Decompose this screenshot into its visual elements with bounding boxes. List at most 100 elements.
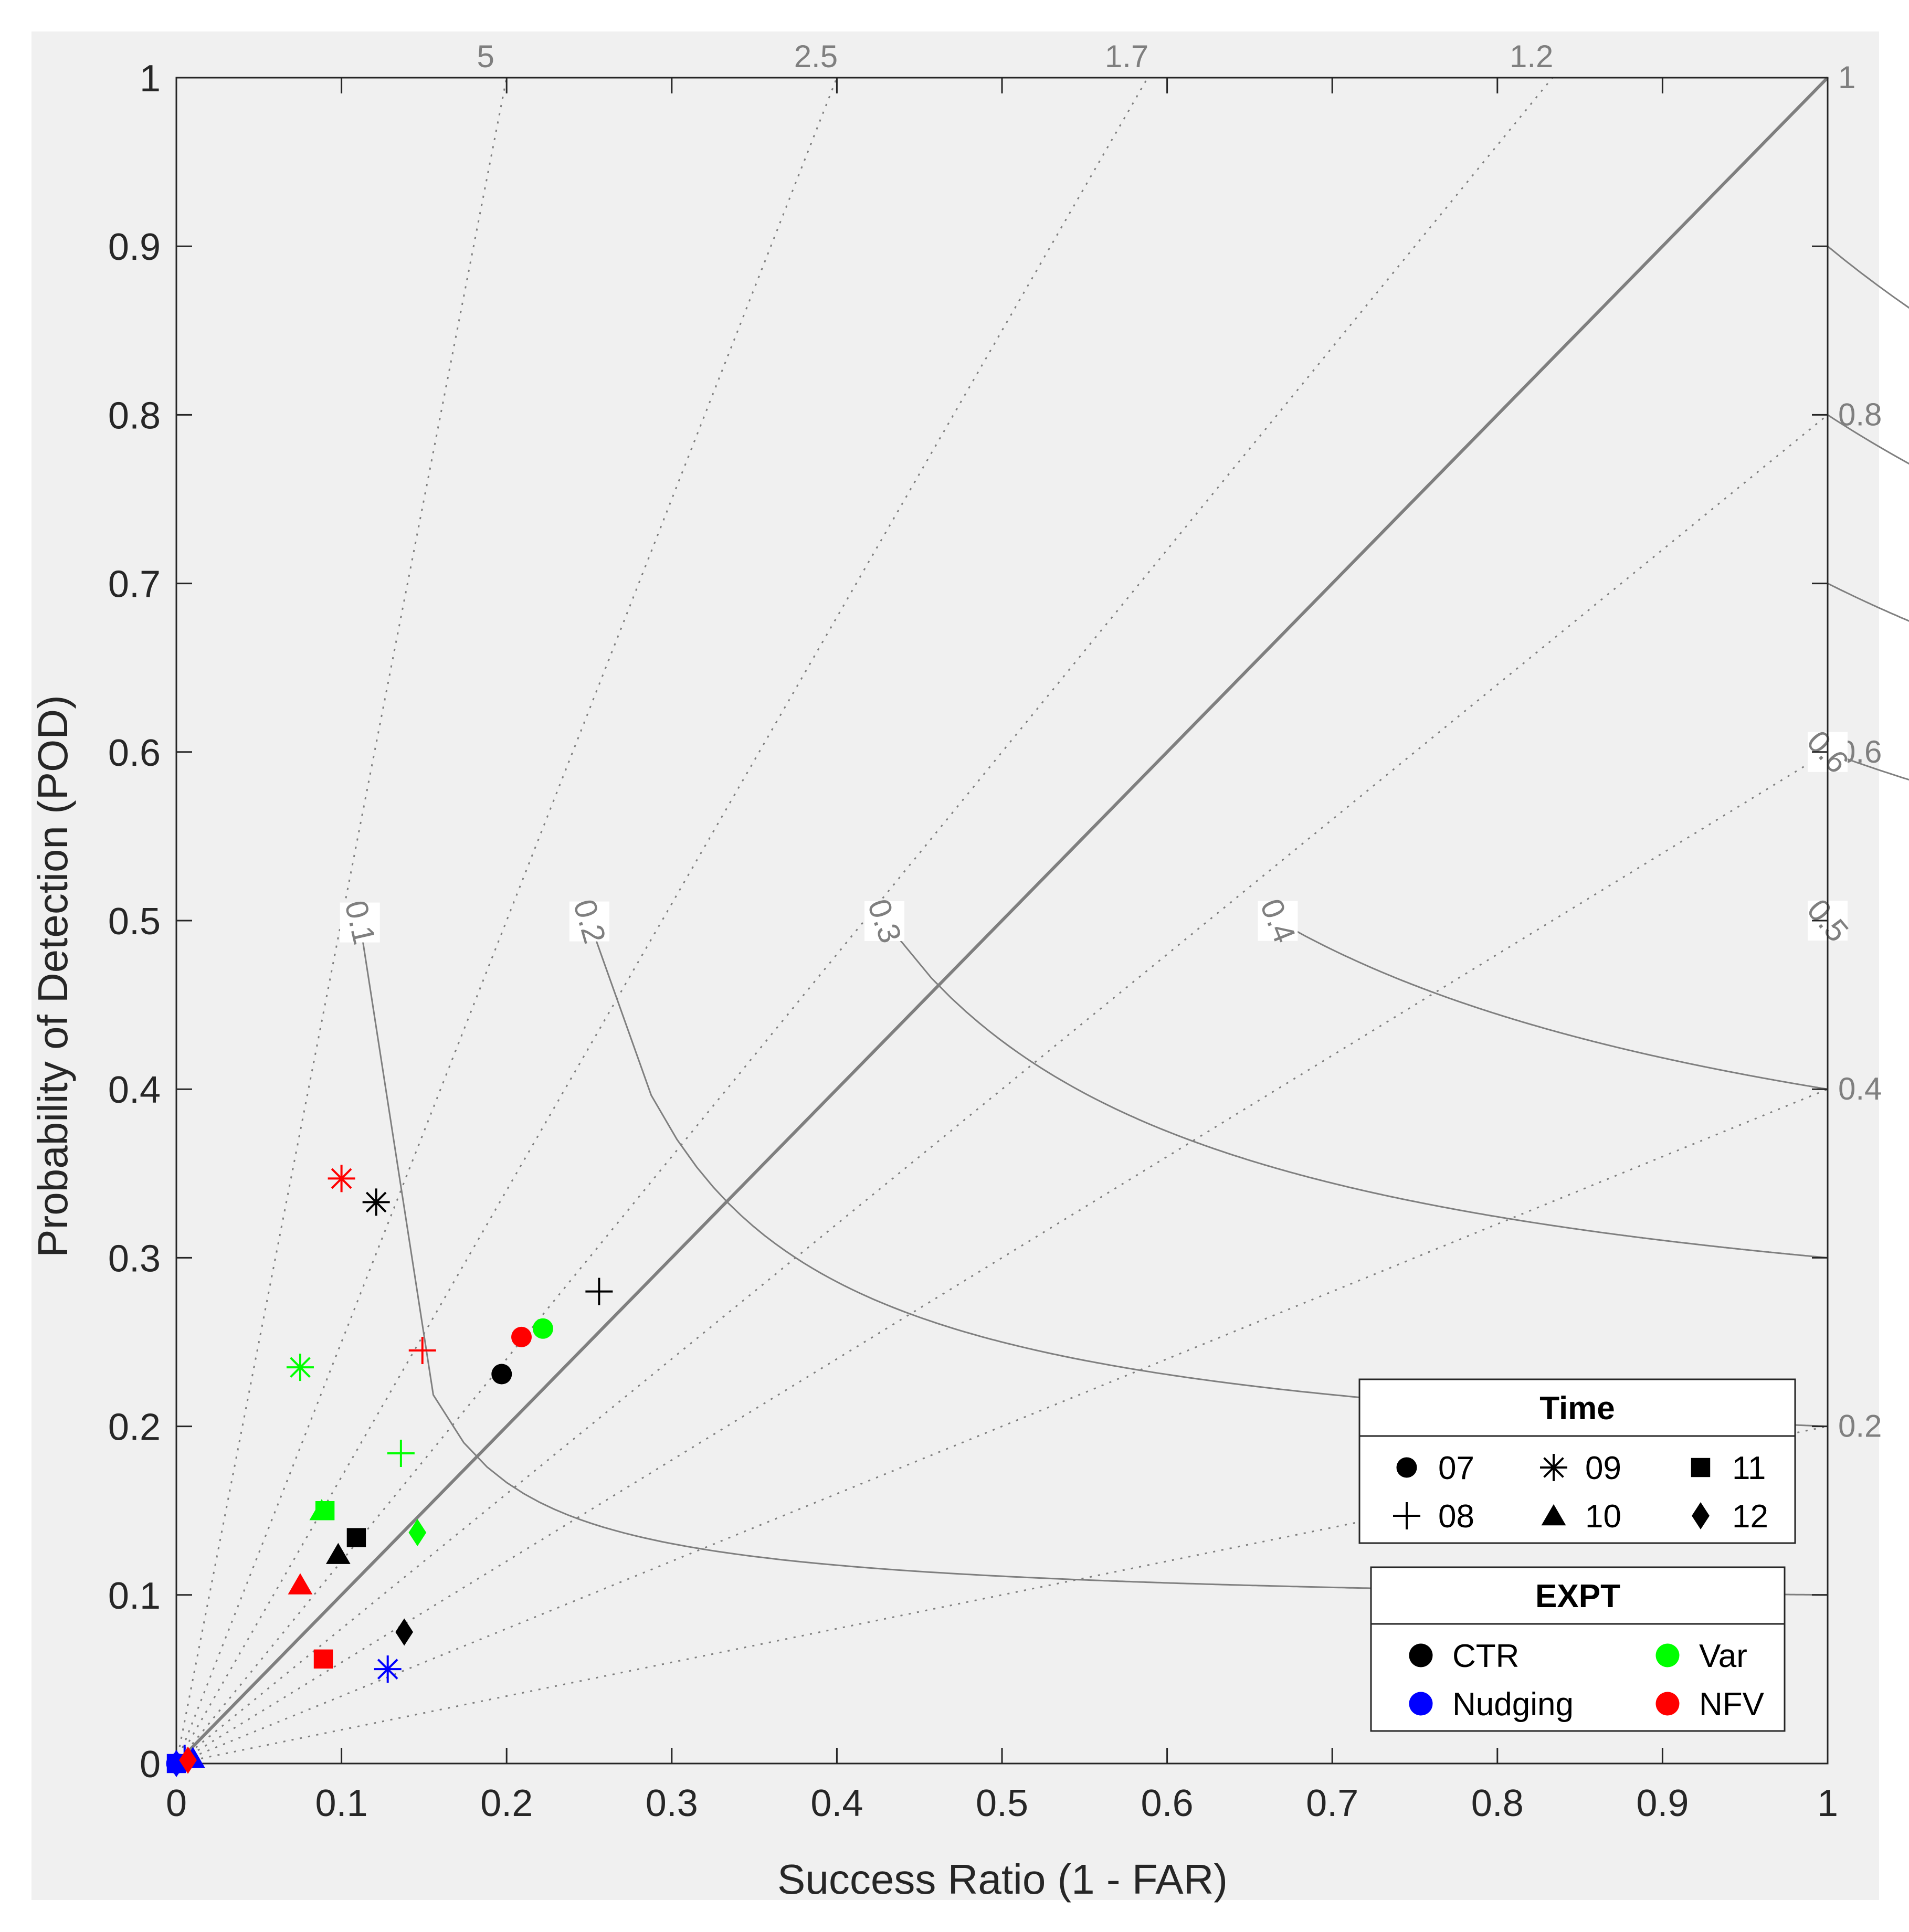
- bias-line: [175, 77, 508, 1764]
- x-tick-label: 0.1: [315, 1782, 368, 1824]
- bias-line: [175, 77, 1553, 1764]
- bias-line: [176, 1088, 1828, 1765]
- marker-stroke: [331, 1168, 352, 1189]
- legend-time-label: 10: [1585, 1498, 1621, 1535]
- data-point-ctr-12: [395, 1618, 414, 1646]
- legend-expt-marker-nudging: [1409, 1692, 1433, 1716]
- x-tick-label: 0.7: [1306, 1782, 1358, 1824]
- csi-label-bg: [864, 901, 904, 941]
- y-tick-label: 0.9: [108, 226, 161, 268]
- csi-contour: [1277, 920, 1828, 1090]
- csi-contour: [1827, 246, 1909, 309]
- y-tick-label: 0.8: [108, 395, 161, 437]
- legend-time-label: 09: [1585, 1450, 1621, 1486]
- x-tick-label: 0.9: [1636, 1782, 1689, 1824]
- data-point-ctr-09: [362, 1188, 390, 1216]
- csi-contour: [883, 920, 1828, 1259]
- marker-stroke: [365, 1191, 387, 1213]
- legend-expt-label: Var: [1699, 1638, 1747, 1674]
- x-tick-label: 0.3: [646, 1782, 698, 1824]
- data-point-nfv-09: [328, 1165, 355, 1192]
- legend-time-marker-10: [1541, 1504, 1566, 1526]
- data-point-nfv-12: [179, 1746, 197, 1774]
- x-tick-label: 0.6: [1141, 1782, 1194, 1824]
- csi-label-bg: [569, 901, 609, 942]
- legend-expt-box: [1370, 1566, 1786, 1732]
- marker-stroke: [377, 1659, 398, 1680]
- legend-time-marker-09: [1540, 1454, 1567, 1481]
- bias-label: 1: [1838, 60, 1855, 95]
- data-point-nfv-07: [511, 1326, 532, 1347]
- data-point-ctr-07: [491, 1364, 512, 1385]
- bias-label: 2.5: [794, 39, 838, 74]
- bias-line: [176, 751, 1828, 1765]
- y-tick-label: 0.3: [108, 1238, 161, 1280]
- data-point-var-09: [286, 1354, 314, 1381]
- bias-label: 1.2: [1510, 39, 1553, 74]
- legend-time-label: 12: [1732, 1498, 1768, 1535]
- y-tick-label: 1: [140, 58, 161, 100]
- x-tick-label: 0.8: [1471, 1782, 1524, 1824]
- legend-time-title: Time: [1539, 1390, 1615, 1427]
- data-point-var-11: [315, 1501, 335, 1521]
- y-tick-label: 0.2: [108, 1407, 161, 1449]
- legend-expt-marker-nfv: [1655, 1692, 1680, 1716]
- bias-lines: 5 2.5 1.7 1.210.80.60.40.2: [175, 39, 1882, 1765]
- data-point-nudging-12: [167, 1750, 185, 1777]
- bias-label: 1.7: [1105, 39, 1148, 74]
- bias-label: 0.2: [1838, 1409, 1882, 1444]
- y-tick-label: 0.6: [108, 732, 161, 774]
- x-tick-label: 1: [1817, 1782, 1838, 1824]
- legend-time: Time 07 09 11 08 10 12: [1358, 1378, 1796, 1544]
- data-point-ctr-08: [585, 1278, 613, 1305]
- csi-contour: [1827, 751, 1909, 781]
- y-tick-label: 0.7: [108, 564, 161, 606]
- bias-label: 0.8: [1838, 397, 1882, 432]
- bias-line: [175, 77, 838, 1764]
- legend-time-label: 07: [1438, 1450, 1474, 1486]
- y-tick-label: 0.1: [108, 1575, 161, 1617]
- x-tick-label: 0.2: [480, 1782, 533, 1824]
- y-tick-label: 0: [140, 1744, 161, 1786]
- legend-expt-label: Nudging: [1452, 1686, 1574, 1723]
- x-tick-label: 0.4: [810, 1782, 863, 1824]
- x-tick-label: 0: [166, 1782, 187, 1824]
- legend-expt-label: NFV: [1699, 1686, 1765, 1723]
- x-axis-label: Success Ratio (1 - FAR): [777, 1856, 1228, 1903]
- data-point-var-08: [387, 1439, 415, 1467]
- data-points: [166, 1165, 613, 1777]
- legend-expt-marker-ctr: [1409, 1643, 1433, 1667]
- y-axis-label: Probability of Detection (POD): [29, 695, 76, 1258]
- legend-expt-marker-var: [1655, 1643, 1680, 1667]
- y-tick-label: 0.5: [108, 901, 161, 943]
- data-point-ctr-11: [346, 1528, 366, 1547]
- legend-time-label: 11: [1732, 1450, 1766, 1486]
- csi-label-bg: [340, 902, 380, 943]
- legend-time-box: [1358, 1378, 1796, 1544]
- y-tick-label: 0.4: [108, 1069, 161, 1111]
- data-point-nfv-10: [288, 1573, 313, 1595]
- x-tick-label: 0.5: [976, 1782, 1028, 1824]
- marker-stroke: [1543, 1457, 1564, 1478]
- legend-time-marker-08: [1393, 1502, 1420, 1529]
- csi-contour: [588, 921, 1828, 1428]
- axis-ticks: 0 0.1 0.2 0.3 0.4 0.5 0.6 0.7 0.8 0.9 100.10.20.30…: [108, 58, 1838, 1824]
- bias-line: [175, 76, 1829, 1765]
- legend-expt-title: EXPT: [1535, 1578, 1620, 1614]
- data-point-nfv-08: [408, 1337, 436, 1365]
- data-point-nudging-09: [374, 1655, 402, 1683]
- data-point-var-12: [408, 1518, 427, 1546]
- bias-line: [175, 77, 1148, 1764]
- bias-line: [176, 414, 1828, 1765]
- data-point-nfv-11: [313, 1649, 333, 1669]
- legend-time-label: 08: [1438, 1498, 1474, 1535]
- legend-expt-label: CTR: [1452, 1638, 1519, 1674]
- bias-label: 5: [477, 39, 494, 74]
- legend-time-marker-12: [1692, 1502, 1710, 1529]
- legend-time-marker-07: [1396, 1457, 1417, 1478]
- data-point-ctr-10: [325, 1543, 351, 1564]
- csi-contour: [1827, 414, 1909, 465]
- marker-stroke: [290, 1357, 311, 1378]
- legend-expt: EXPT CTR Var Nudging NFV: [1370, 1566, 1786, 1732]
